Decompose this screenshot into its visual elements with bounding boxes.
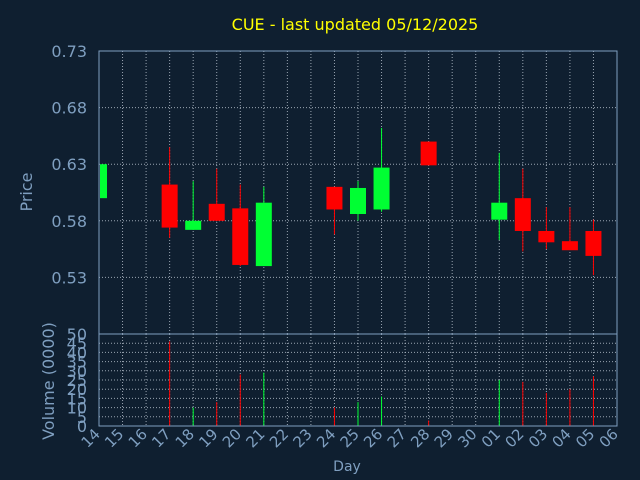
x-tick-labels: 1415161718192021222324252627282930010203…: [78, 425, 622, 451]
candle-body: [561, 241, 578, 251]
x-tick-label: 04: [549, 425, 575, 451]
price-tick-labels: 0.73 0.68 0.63 0.58 0.53: [51, 42, 87, 287]
candle-body: [373, 167, 390, 210]
candle-body: [538, 230, 555, 243]
x-tick-label: 02: [501, 425, 527, 451]
candle-body: [350, 187, 366, 215]
candle-body: [585, 230, 602, 256]
volume-tick-label: 15: [67, 389, 87, 408]
candle-body: [232, 208, 249, 265]
x-tick-label: 20: [219, 425, 245, 451]
x-tick-label: 19: [195, 425, 221, 451]
x-tick-label: 29: [431, 425, 457, 451]
x-tick-label: 21: [242, 425, 268, 451]
chart-title: CUE - last updated 05/12/2025: [232, 15, 479, 34]
x-tick-label: 27: [384, 425, 410, 451]
price-tick-label: 0.53: [51, 268, 87, 287]
volume-panel-frame: [98, 333, 618, 427]
x-tick-label: 24: [313, 425, 339, 451]
x-tick-label: 25: [337, 425, 363, 451]
volume-tick-label: 10: [67, 399, 87, 418]
volume-tick-label: 35: [67, 353, 87, 372]
volume-tick-label: 45: [67, 334, 87, 353]
candle-body: [514, 198, 531, 231]
volume-tick-label: 40: [67, 343, 87, 362]
price-tick-label: 0.73: [51, 42, 87, 61]
x-tick-label: 03: [525, 425, 551, 451]
x-tick-label: 18: [172, 425, 198, 451]
x-tick-label: 06: [596, 425, 622, 451]
x-tick-label: 22: [266, 425, 292, 451]
volume-axis-label: Volume (0000): [39, 322, 58, 440]
x-tick-label: 28: [407, 425, 433, 451]
candle-body: [255, 202, 272, 267]
volume-tick-label: 0: [77, 417, 87, 436]
x-tick-label: 23: [290, 425, 316, 451]
price-axis-label: Price: [17, 172, 36, 211]
candle-body: [161, 184, 178, 228]
price-tick-label: 0.68: [51, 99, 87, 118]
x-axis-label: Day: [333, 459, 361, 475]
x-tick-label: 30: [454, 425, 480, 451]
candlestick-series: [98, 127, 602, 276]
x-tick-label: 26: [360, 425, 386, 451]
x-tick-label: 15: [101, 425, 127, 451]
x-tick-label: 05: [572, 425, 598, 451]
price-tick-label: 0.63: [51, 155, 87, 174]
volume-series: [169, 341, 594, 426]
volume-tick-label: 30: [67, 362, 87, 381]
volume-tick-label: 5: [77, 408, 87, 427]
volume-tick-label: 20: [67, 380, 87, 399]
price-tick-label: 0.58: [51, 212, 87, 231]
x-tick-label: 16: [125, 425, 151, 451]
candle-body: [208, 203, 225, 221]
candle-body: [326, 186, 343, 210]
volume-tick-label: 50: [67, 325, 87, 344]
candle-body: [491, 202, 508, 220]
volume-tick-label: 25: [67, 371, 87, 390]
candle-body: [100, 164, 107, 199]
x-tick-label: 01: [478, 425, 504, 451]
candle-body: [420, 141, 437, 166]
x-tick-label: 17: [148, 425, 174, 451]
candle-body: [185, 220, 202, 230]
